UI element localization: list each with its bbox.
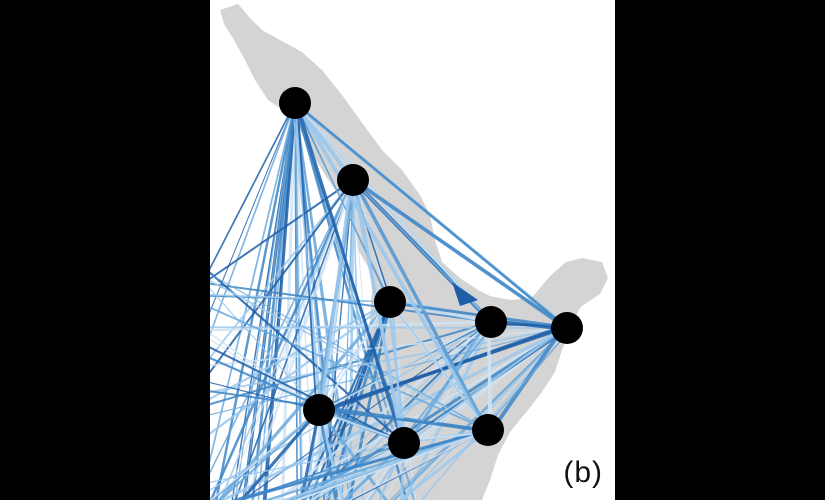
flow-line-external xyxy=(210,320,493,332)
flow-line-external xyxy=(210,273,489,431)
node-marker xyxy=(475,306,507,338)
flow-line-external xyxy=(398,428,490,500)
flow-line-internal xyxy=(391,303,403,442)
flow-line-internal xyxy=(320,298,389,414)
map-panel: (b) xyxy=(210,0,615,500)
node-marker xyxy=(374,286,406,318)
node-marker xyxy=(472,414,504,446)
flow-line-internal xyxy=(386,298,492,434)
flow-line-external xyxy=(215,101,297,500)
flow-line-external xyxy=(218,408,321,500)
flow-arrowhead xyxy=(452,282,478,306)
flow-line-internal xyxy=(291,99,323,414)
flow-line-internal xyxy=(486,317,493,435)
flow-line-external xyxy=(217,300,392,500)
flow-line-external xyxy=(210,102,296,271)
flow-line-external xyxy=(224,179,354,500)
flow-line-internal xyxy=(352,179,489,431)
flow-line-internal xyxy=(405,318,490,447)
flow-line-internal xyxy=(404,325,567,446)
node-marker xyxy=(551,312,583,344)
flow-line-external xyxy=(299,408,321,500)
flow-line-external xyxy=(210,327,568,416)
flow-line-external xyxy=(389,327,568,500)
flow-line-external xyxy=(210,178,355,500)
flow-line-external xyxy=(240,408,321,500)
flow-map xyxy=(210,4,608,500)
flow-line-internal xyxy=(319,176,353,414)
node-marker xyxy=(303,394,335,426)
flow-line-external xyxy=(210,442,405,483)
flow-line-external xyxy=(317,408,388,500)
flow-line-external xyxy=(210,381,320,411)
flow-line-external xyxy=(280,101,297,500)
node-marker xyxy=(388,427,420,459)
land-east-cape xyxy=(530,258,608,320)
flow-line-external xyxy=(210,326,568,329)
flow-line-internal xyxy=(295,103,404,443)
flow-line-external xyxy=(295,429,489,500)
flow-line-external xyxy=(343,327,568,500)
flow-line-external xyxy=(276,320,493,500)
flow-line-internal xyxy=(320,411,403,442)
flow-line-external xyxy=(210,288,320,411)
flow-line-external xyxy=(210,282,492,323)
flow-line-internal xyxy=(296,104,487,429)
node-marker xyxy=(279,87,311,119)
flow-line-internal xyxy=(293,101,569,330)
flow-line-external xyxy=(251,101,297,500)
flow-line-internal xyxy=(349,176,571,332)
flow-line-external xyxy=(210,346,406,445)
flow-line-external xyxy=(348,429,489,500)
flow-line-external xyxy=(234,102,296,500)
panel-label: (b) xyxy=(563,456,603,489)
flow-line-internal xyxy=(320,319,490,413)
flow-line-external xyxy=(308,441,406,500)
flow-line-external xyxy=(242,102,296,500)
flow-line-external xyxy=(210,300,392,435)
flow-line-external xyxy=(232,428,490,500)
node-marker xyxy=(337,164,369,196)
flow-lines xyxy=(210,99,571,500)
flow-line-internal xyxy=(293,101,392,304)
flow-line-external xyxy=(210,179,354,280)
flow-line-internal xyxy=(484,329,571,429)
flow-line-external xyxy=(281,428,490,500)
flow-line-external xyxy=(210,102,296,337)
node-layer xyxy=(279,87,583,459)
flow-line-internal xyxy=(319,324,567,414)
flow-line-external xyxy=(210,279,489,431)
flow-line-external xyxy=(293,101,354,500)
flow-line-internal xyxy=(317,408,490,432)
flow-line-external xyxy=(210,102,296,464)
flow-line-external xyxy=(210,327,568,367)
flow-line-internal xyxy=(296,104,490,321)
